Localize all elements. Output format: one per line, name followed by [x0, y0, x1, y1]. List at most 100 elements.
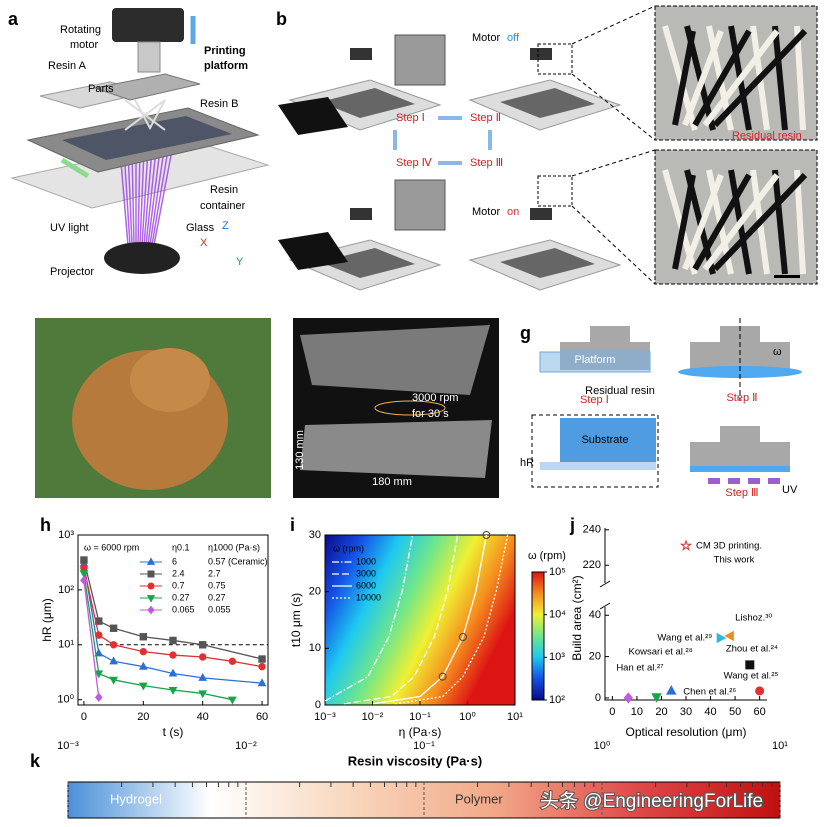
marker	[95, 631, 103, 639]
region-label: Hydrogel	[110, 791, 162, 806]
marker	[80, 556, 88, 564]
legend-title: ω (rpm)	[333, 543, 364, 553]
point-note: This work	[714, 554, 755, 565]
label: Platform	[575, 354, 616, 366]
panel-letter: a	[8, 9, 19, 29]
panel-letter: j	[569, 515, 575, 535]
axis-break	[599, 580, 611, 610]
arrow-side	[60, 157, 90, 179]
marker	[109, 656, 118, 665]
annotation: ω = 6000 rpm	[84, 542, 139, 552]
lattice-strut	[672, 30, 696, 126]
marker	[94, 648, 104, 657]
label: Printing	[204, 45, 246, 57]
marker	[138, 661, 148, 670]
label: Glass	[186, 222, 215, 234]
lattice-strut	[692, 173, 752, 271]
x-tick-label: 40	[197, 711, 209, 723]
x-tick-label: 10¹	[772, 740, 788, 752]
x-tick-label: 60	[256, 711, 268, 723]
x-tick-label: 10⁻¹	[413, 740, 435, 752]
legend-label: 2.7	[208, 568, 221, 578]
dashed-box	[537, 175, 573, 207]
point-label: Wang et al.²⁵	[724, 670, 779, 681]
label: motor	[70, 39, 98, 51]
uv-beam	[149, 149, 165, 246]
x-tick-label: 30	[680, 706, 692, 718]
dash-link	[571, 5, 656, 285]
x-tick-label: 20	[137, 711, 149, 723]
uv-beam	[151, 149, 169, 246]
plot-frame	[77, 534, 269, 706]
region-label: Polymer	[455, 791, 503, 806]
label: 180 mm	[372, 476, 412, 488]
point-label: Zhou et al.²⁴	[726, 643, 778, 654]
marker	[228, 696, 237, 705]
contour	[343, 534, 459, 705]
colorbar-tick-label: 10⁴	[549, 609, 566, 621]
platform	[93, 73, 201, 101]
series-line	[83, 580, 100, 698]
marker	[755, 686, 765, 696]
marker	[198, 672, 208, 681]
label: on	[507, 206, 519, 218]
marker	[258, 655, 266, 663]
resin-b	[62, 116, 232, 160]
x-tick-label: 10⁻³	[57, 740, 79, 752]
plate	[300, 420, 492, 478]
projector	[104, 242, 180, 274]
legend-label: 0.065	[172, 604, 195, 614]
panel-letter: h	[40, 515, 51, 535]
label: for 30 s	[412, 408, 449, 420]
motor	[350, 48, 372, 60]
marker	[679, 539, 693, 551]
y-tick-label: 10²	[58, 584, 74, 596]
watermark: 头条 @EngineeringForLife	[540, 790, 763, 812]
dog-head	[130, 348, 210, 412]
y-tick-label: 240	[583, 524, 601, 536]
uv-spot	[708, 478, 720, 484]
contour	[324, 534, 414, 702]
label: ω	[773, 346, 782, 358]
x-tick-label: 10⁻²	[235, 740, 257, 752]
label: platform	[204, 60, 248, 72]
x-tick-label: 10¹	[507, 711, 523, 723]
label: Step Ⅲ	[725, 487, 758, 499]
legend-label: 0.27	[172, 592, 190, 602]
point-label: CM 3D printing.	[696, 540, 762, 551]
point-label: Han et al.²⁷	[616, 662, 664, 673]
marker	[666, 685, 677, 695]
uv-beam	[131, 149, 135, 246]
y-tick-label: 220	[583, 559, 601, 571]
y-tick-label: 20	[589, 651, 601, 663]
marker	[79, 570, 89, 579]
label: Motor	[472, 206, 500, 218]
y-tick-label: 40	[589, 609, 601, 621]
x-tick-label: 20	[655, 706, 667, 718]
y-tick-label: 30	[309, 529, 321, 541]
legend-header: η0.1	[172, 542, 190, 552]
uv-beam	[127, 149, 133, 246]
resin-fling	[678, 366, 802, 378]
x-tick-label: 0	[81, 711, 87, 723]
marker	[257, 678, 267, 687]
x-axis-label: Optical resolution (μm)	[626, 725, 747, 739]
label: 3000 rpm	[412, 392, 458, 404]
label: Residual resin	[585, 385, 655, 397]
uv-beam	[147, 149, 161, 246]
marker	[109, 641, 118, 649]
dashed-box	[537, 43, 573, 75]
colorbar-title: Resin viscosity (Pa·s)	[348, 753, 482, 768]
legend-label: 0.7	[172, 580, 185, 590]
marker	[623, 692, 633, 704]
marker	[228, 657, 237, 666]
x-tick-label: 10	[631, 706, 643, 718]
legend-label: 3000	[356, 568, 376, 578]
label: Step Ⅰ	[580, 394, 609, 406]
marker	[138, 682, 148, 691]
lattice-strut	[772, 169, 788, 275]
cycle-arrows	[393, 116, 492, 165]
point	[458, 633, 467, 641]
resin-tray	[320, 88, 415, 118]
x-axis-label: t (s)	[163, 725, 184, 739]
